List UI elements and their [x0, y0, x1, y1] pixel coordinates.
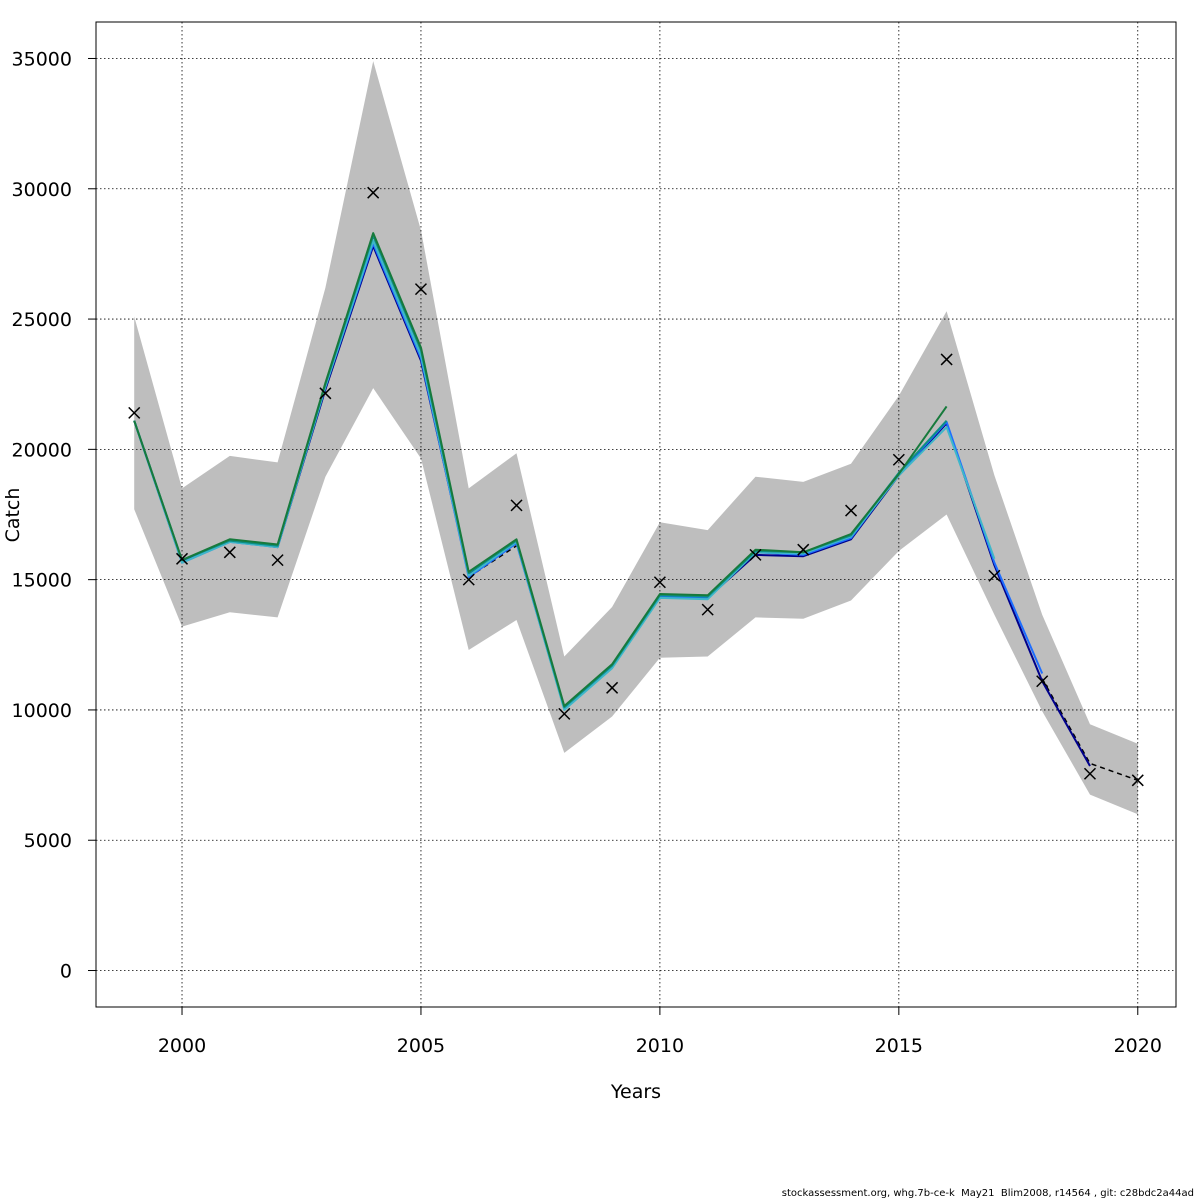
x-tick-label: 2000	[158, 1035, 206, 1057]
observation-marker	[367, 186, 380, 199]
y-axis: 0 5000 10000 15000 20000 25000 30000 35000	[12, 48, 96, 983]
observation-marker	[1131, 774, 1144, 787]
series-layer	[133, 232, 1139, 782]
observation-marker	[558, 707, 571, 720]
x-tick-label: 2010	[636, 1035, 684, 1057]
plot-frame	[95, 21, 1177, 1008]
footer-credit: stockassessment.org, whg.7b-ce-k May21 B…	[781, 1188, 1194, 1199]
grid-layer	[96, 22, 1176, 1007]
x-tick-label: 2020	[1114, 1035, 1162, 1057]
x-tick-label: 2005	[397, 1035, 445, 1057]
observation-marker	[271, 554, 284, 567]
y-tick-label: 20000	[12, 439, 72, 461]
observation-marker	[175, 552, 189, 565]
x-axis: 2000 2005 2010 2015 2020	[158, 1007, 1162, 1057]
observation-marker	[797, 543, 810, 556]
y-tick-label: 35000	[12, 48, 72, 70]
y-tick-label: 10000	[12, 700, 72, 722]
y-tick-label: 5000	[24, 830, 72, 852]
y-tick-label: 15000	[12, 570, 72, 592]
observation-marker	[1083, 767, 1097, 780]
y-tick-label: 0	[60, 961, 72, 983]
x-tick-label: 2015	[875, 1035, 923, 1057]
observation-marker	[462, 573, 475, 586]
observation-marker	[749, 548, 762, 561]
observation-marker	[510, 499, 523, 512]
confidence-band	[134, 61, 1138, 815]
y-tick-label: 25000	[12, 309, 72, 331]
observation-marker	[1036, 675, 1049, 688]
observation-markers	[128, 186, 1144, 787]
observation-marker	[223, 546, 236, 559]
observation-marker	[319, 387, 332, 400]
y-tick-label: 30000	[12, 179, 72, 201]
observation-marker	[940, 353, 953, 366]
series-line-retro-green	[133, 232, 948, 707]
observation-marker	[653, 576, 666, 589]
observation-marker	[892, 453, 905, 466]
observation-marker	[701, 603, 714, 616]
x-axis-label: Years	[610, 1081, 661, 1103]
observation-marker	[845, 504, 858, 517]
observation-marker	[988, 569, 1001, 582]
series-line-retro-cyan	[133, 239, 996, 711]
y-axis-label: Catch	[2, 488, 24, 543]
observation-marker	[606, 681, 619, 694]
confidence-band-layer	[134, 61, 1138, 815]
observation-marker	[414, 283, 427, 296]
observation-marker	[128, 406, 141, 419]
